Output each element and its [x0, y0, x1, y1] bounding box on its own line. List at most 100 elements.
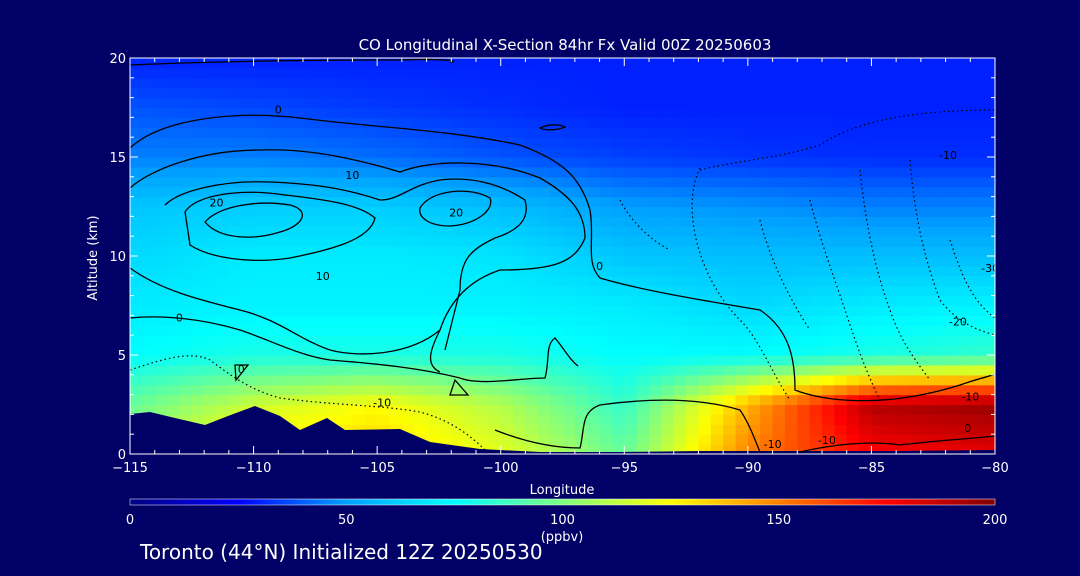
- field-cell: [537, 345, 551, 356]
- field-cell: [438, 87, 452, 99]
- field-cell: [500, 117, 514, 128]
- field-cell: [476, 295, 489, 307]
- field-cell: [599, 404, 613, 415]
- field-cell: [945, 186, 959, 198]
- field-cell: [908, 216, 922, 227]
- field-cell: [315, 67, 329, 79]
- field-cell: [636, 325, 650, 336]
- field-cell: [784, 394, 798, 406]
- field-cell: [167, 67, 181, 79]
- field-cell: [179, 374, 193, 386]
- field-cell: [599, 285, 613, 297]
- field-cell: [970, 107, 984, 118]
- field-cell: [488, 67, 502, 79]
- field-cell: [970, 305, 984, 316]
- field-cell: [698, 58, 712, 69]
- field-cell: [241, 97, 255, 109]
- field-cell: [784, 256, 798, 267]
- field-cell: [377, 67, 391, 79]
- field-cell: [673, 325, 687, 336]
- field-cell: [488, 87, 502, 99]
- field-cell: [822, 226, 835, 237]
- field-cell: [228, 394, 242, 406]
- field-cell: [871, 414, 885, 425]
- field-cell: [278, 364, 292, 376]
- field-cell: [661, 97, 675, 109]
- field-cell: [661, 384, 675, 396]
- field-cell: [822, 335, 835, 346]
- field-cell: [389, 67, 403, 79]
- field-cell: [822, 87, 835, 99]
- field-cell: [871, 325, 885, 336]
- field-cell: [933, 176, 947, 188]
- field-cell: [859, 295, 873, 307]
- field-cell: [550, 414, 564, 425]
- field-cell: [970, 87, 984, 99]
- field-cell: [574, 206, 588, 217]
- field-cell: [859, 256, 873, 267]
- field-cell: [401, 414, 415, 425]
- field-cell: [760, 414, 774, 425]
- field-cell: [859, 434, 873, 445]
- field-cell: [772, 216, 786, 227]
- field-cell: [513, 295, 527, 307]
- field-cell: [315, 147, 329, 158]
- field-cell: [451, 384, 465, 396]
- field-cell: [315, 216, 329, 227]
- field-cell: [859, 107, 873, 118]
- field-cell: [352, 305, 366, 316]
- field-cell: [908, 256, 922, 267]
- field-cell: [167, 97, 181, 109]
- field-cell: [611, 374, 625, 386]
- field-cell: [513, 216, 527, 227]
- field-cell: [550, 117, 564, 128]
- field-cell: [822, 434, 835, 445]
- field-cell: [562, 285, 576, 297]
- field-cell: [822, 117, 835, 128]
- field-cell: [414, 285, 428, 297]
- field-cell: [290, 87, 304, 99]
- field-cell: [859, 67, 873, 79]
- field-cell: [476, 384, 489, 396]
- field-cell: [228, 166, 242, 178]
- field-cell: [228, 77, 242, 89]
- contour-label: -10: [939, 149, 957, 162]
- field-cell: [686, 265, 700, 277]
- field-cell: [760, 295, 774, 307]
- field-cell: [500, 275, 514, 287]
- field-cell: [513, 325, 527, 336]
- field-cell: [204, 157, 218, 168]
- field-cell: [364, 226, 378, 237]
- field-cell: [945, 117, 959, 128]
- field-cell: [216, 335, 230, 346]
- field-cell: [154, 87, 168, 99]
- field-cell: [920, 246, 934, 257]
- field-cell: [970, 384, 984, 396]
- field-cell: [883, 404, 897, 415]
- field-cell: [154, 236, 168, 247]
- field-cell: [377, 206, 391, 217]
- field-cell: [611, 206, 625, 217]
- field-cell: [513, 147, 527, 158]
- contour-label: 0: [596, 260, 603, 273]
- field-cell: [142, 374, 156, 386]
- field-cell: [698, 216, 712, 227]
- field-cell: [723, 77, 737, 89]
- field-cell: [241, 117, 255, 128]
- field-cell: [784, 216, 798, 227]
- field-cell: [920, 285, 934, 297]
- field-cell: [661, 315, 675, 326]
- field-cell: [834, 246, 848, 257]
- field-cell: [636, 424, 650, 435]
- field-cell: [537, 176, 551, 188]
- field-cell: [253, 206, 267, 217]
- field-cell: [970, 206, 984, 217]
- field-cell: [920, 345, 934, 356]
- field-cell: [500, 404, 514, 415]
- field-cell: [130, 206, 143, 217]
- field-cell: [438, 265, 452, 277]
- field-cell: [735, 355, 749, 366]
- field-cell: [364, 246, 378, 257]
- field-cell: [846, 216, 860, 227]
- field-cell: [228, 374, 242, 386]
